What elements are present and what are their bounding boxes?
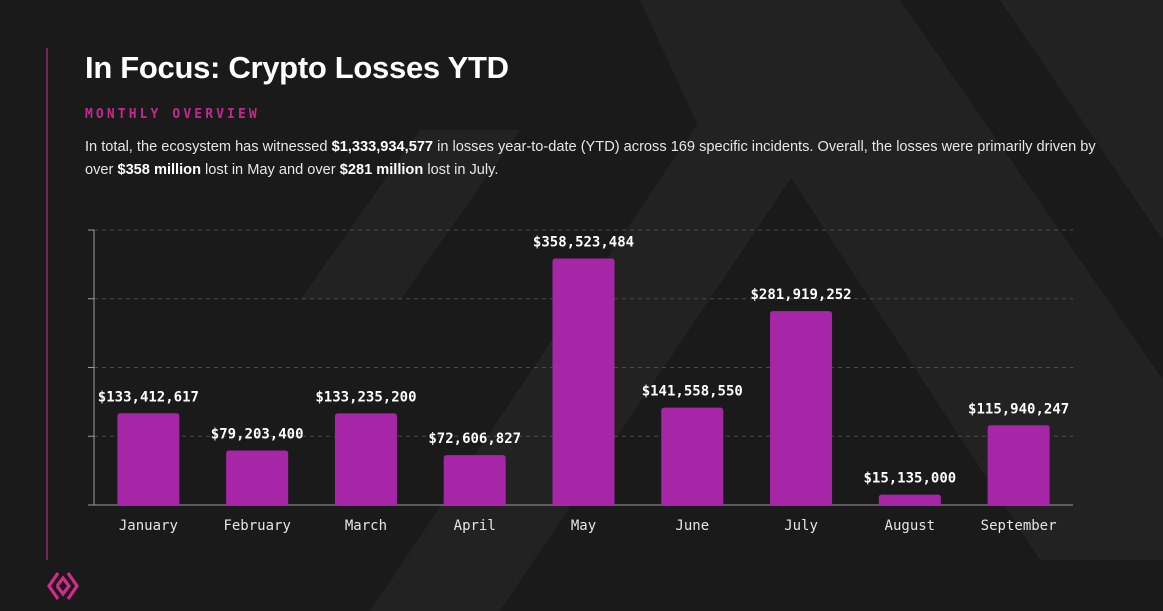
data-label: $79,203,400 — [211, 427, 304, 443]
bar-july — [770, 311, 833, 505]
bar-january — [117, 413, 180, 505]
data-label: $15,135,000 — [863, 471, 956, 487]
page-title: In Focus: Crypto Losses YTD — [85, 50, 509, 85]
summary-may-highlight: $358 million — [117, 162, 201, 178]
data-label: $115,940,247 — [968, 401, 1069, 417]
summary-july-highlight: $281 million — [339, 162, 424, 178]
bar-april — [443, 455, 506, 505]
x-tick-label: June — [675, 518, 709, 534]
summary-text-2: in losses year-to-date (YTD) across 169 … — [85, 139, 1096, 178]
summary-text-3: lost in May and over — [201, 162, 340, 178]
summary-text-1: In total, the ecosystem has witnessed — [85, 139, 332, 155]
data-label: $72,606,827 — [428, 431, 521, 447]
x-tick-label: March — [345, 518, 387, 534]
x-tick-label: August — [885, 518, 936, 534]
summary-paragraph: In total, the ecosystem has witnessed $1… — [85, 136, 1115, 182]
bar-august — [878, 494, 941, 505]
x-tick-label: April — [454, 518, 496, 534]
data-label: $133,235,200 — [315, 389, 416, 405]
bar-june — [661, 407, 724, 505]
brand-logo-icon — [47, 572, 79, 600]
x-tick-label: September — [981, 518, 1057, 534]
x-tick-label: May — [571, 518, 596, 534]
data-label: $281,919,252 — [750, 287, 851, 303]
data-label: $358,523,484 — [533, 235, 634, 251]
bar-september — [987, 425, 1050, 505]
left-accent-rule — [46, 48, 48, 560]
summary-total: $1,333,934,577 — [331, 139, 434, 155]
section-label: MONTHLY OVERVIEW — [85, 107, 260, 122]
summary-text-4: lost in July. — [423, 162, 499, 178]
bar-february — [226, 450, 289, 505]
x-tick-label: February — [223, 518, 290, 534]
x-tick-label: January — [119, 518, 178, 534]
data-label: $133,412,617 — [98, 389, 199, 405]
data-label: $141,558,550 — [642, 384, 743, 400]
x-tick-label: July — [784, 518, 818, 534]
bar-may — [552, 258, 615, 505]
bar-march — [334, 413, 397, 505]
